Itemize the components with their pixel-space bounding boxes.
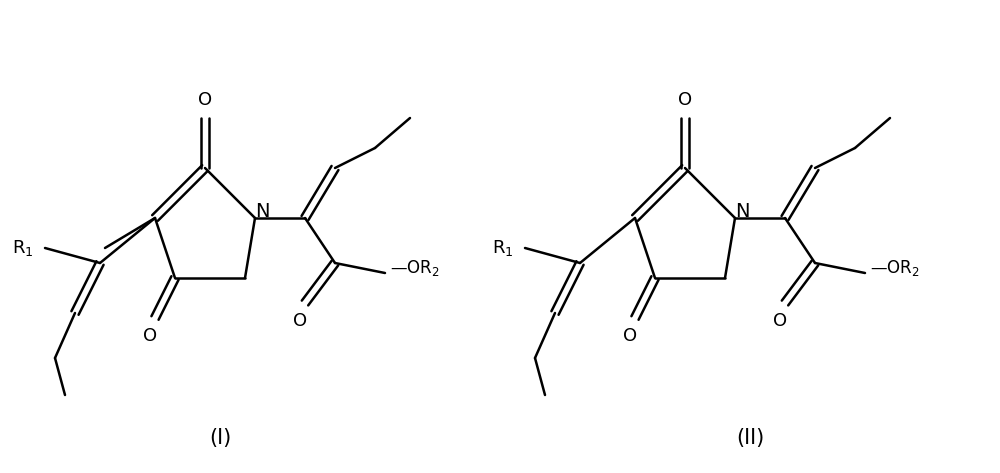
Text: O: O xyxy=(678,91,692,109)
Text: O: O xyxy=(198,91,212,109)
Text: O: O xyxy=(293,312,307,330)
Text: R$_1$: R$_1$ xyxy=(12,238,34,258)
Text: O: O xyxy=(773,312,787,330)
Text: (II): (II) xyxy=(736,428,764,448)
Text: —OR$_2$: —OR$_2$ xyxy=(390,258,440,278)
Text: O: O xyxy=(143,327,157,345)
Text: —OR$_2$: —OR$_2$ xyxy=(870,258,920,278)
Text: O: O xyxy=(623,327,637,345)
Text: N: N xyxy=(735,201,749,220)
Text: R$_1$: R$_1$ xyxy=(492,238,514,258)
Text: (I): (I) xyxy=(209,428,231,448)
Text: N: N xyxy=(255,201,269,220)
